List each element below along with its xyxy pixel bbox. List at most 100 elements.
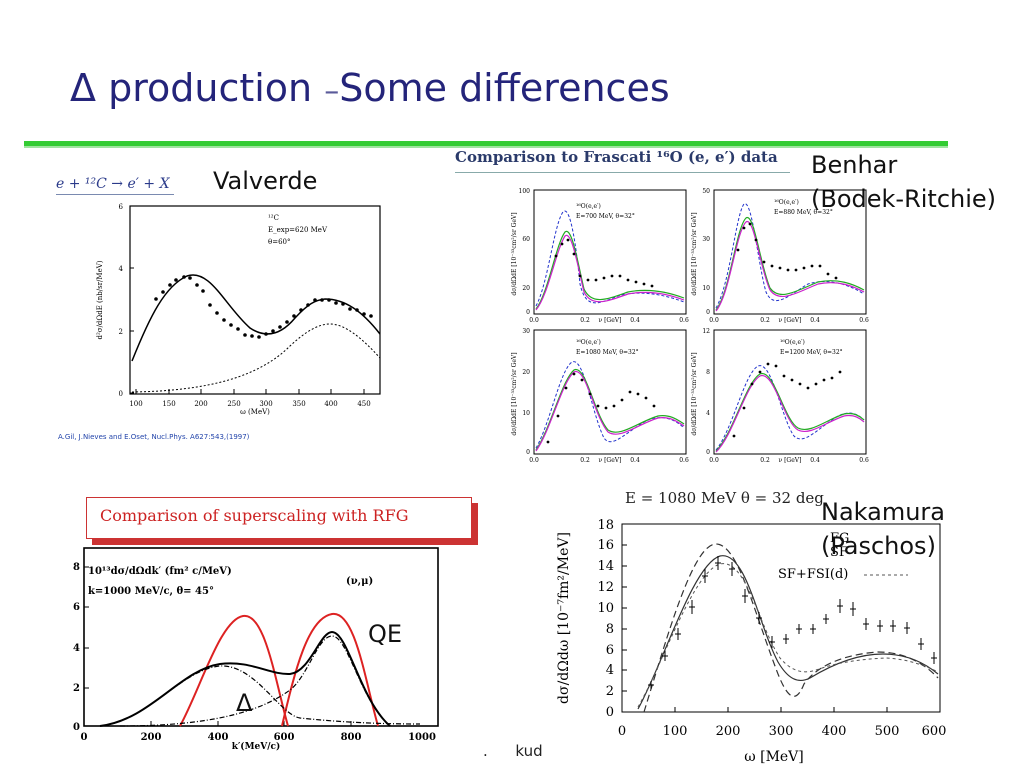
superscaling-ytick: 8 bbox=[73, 562, 80, 573]
valverde-xtick: 300 bbox=[259, 400, 272, 408]
superscaling-rfg-qe-curve bbox=[281, 612, 379, 727]
benhar-ylabel: dσ/dΩdE [10⁻³³cm²/sr GeV] bbox=[691, 352, 698, 435]
svg-text:20: 20 bbox=[522, 285, 530, 292]
svg-text:0.6: 0.6 bbox=[679, 317, 689, 324]
valverde-ytick: 2 bbox=[119, 328, 123, 336]
svg-text:¹⁶O(e,e′): ¹⁶O(e,e′) bbox=[780, 339, 805, 346]
svg-text:0: 0 bbox=[526, 309, 530, 316]
svg-text:8: 8 bbox=[706, 369, 710, 376]
nakamura-ylabel: dσ/dΩdω [10⁻⁷fm²/MeV] bbox=[556, 532, 572, 704]
superscaling-header-box bbox=[86, 497, 472, 539]
nakamura-header: E = 1080 MeV θ = 32 deg bbox=[625, 489, 824, 507]
footnote-text: kud bbox=[515, 742, 543, 760]
label-benhar-1: Benhar bbox=[811, 151, 898, 179]
svg-text:20: 20 bbox=[522, 369, 530, 376]
nakamura-plot: 18 16 14 12 10 8 6 4 2 0 0 100 200 300 4… bbox=[556, 518, 947, 765]
superscaling-xtick: 800 bbox=[341, 732, 362, 743]
svg-text:400: 400 bbox=[822, 724, 847, 739]
valverde-ytick: 6 bbox=[119, 203, 124, 211]
svg-text:0: 0 bbox=[606, 705, 614, 720]
svg-text:E=1080 MeV, θ=32°: E=1080 MeV, θ=32° bbox=[576, 349, 639, 356]
svg-text:14: 14 bbox=[597, 559, 614, 574]
svg-text:0.0: 0.0 bbox=[709, 457, 719, 464]
valverde-info-1: ¹²C bbox=[268, 214, 279, 222]
svg-text:4: 4 bbox=[706, 410, 710, 417]
footnote-dot: . bbox=[483, 742, 488, 760]
svg-text:0: 0 bbox=[526, 449, 530, 456]
svg-text:6: 6 bbox=[606, 643, 614, 658]
svg-text:0: 0 bbox=[706, 309, 710, 316]
valverde-plot: 6 4 2 0 100 150 200 250 300 350 400 450 … bbox=[96, 203, 381, 416]
benhar-ylabel: dσ/dΩdE [10⁻³³cm²/sr GeV] bbox=[511, 212, 518, 295]
superscaling-xtick: 1000 bbox=[408, 732, 436, 743]
valverde-data-points bbox=[154, 275, 373, 339]
nakamura-data-points bbox=[648, 556, 937, 689]
benhar-panel-3: ¹⁶O(e,e′) E=1080 MeV, θ=32° 30 20 10 0 0… bbox=[522, 328, 689, 464]
superscaling-qe-ss-curve bbox=[119, 635, 391, 727]
frascati-underline bbox=[455, 172, 790, 173]
valverde-frame bbox=[129, 205, 381, 395]
title-rule bbox=[24, 141, 948, 146]
nakamura-xlabel: ω [MeV] bbox=[744, 749, 804, 765]
superscaling-ytick: 6 bbox=[73, 602, 80, 613]
svg-text:ν [GeV]: ν [GeV] bbox=[779, 317, 802, 324]
svg-text:0.6: 0.6 bbox=[679, 457, 689, 464]
svg-text:10: 10 bbox=[702, 285, 710, 292]
superscaling-plot: 8 6 4 2 0 0 200 400 600 800 1000 k′(MeV/… bbox=[73, 547, 439, 752]
svg-text:10: 10 bbox=[522, 410, 530, 417]
superscaling-info-1: 10¹³dσ/dΩdk′ (fm² c/MeV) bbox=[88, 566, 232, 577]
superscaling-rfg-delta-curve bbox=[179, 614, 289, 727]
svg-text:2: 2 bbox=[606, 684, 614, 699]
benhar-panel-label: ¹⁶O(e,e′) bbox=[576, 203, 601, 210]
svg-text:12: 12 bbox=[702, 328, 710, 335]
superscaling-xtick: 0 bbox=[81, 732, 88, 743]
valverde-xtick: 150 bbox=[162, 400, 175, 408]
svg-text:0.0: 0.0 bbox=[709, 317, 719, 324]
title-dash: – bbox=[324, 74, 340, 109]
svg-text:60: 60 bbox=[522, 236, 530, 243]
svg-text:600: 600 bbox=[922, 724, 947, 739]
svg-text:0.4: 0.4 bbox=[630, 457, 640, 464]
valverde-xlabel: ω (MeV) bbox=[240, 408, 270, 416]
superscaling-xtick: 200 bbox=[141, 732, 162, 743]
slide-title: Δ production –Some differences bbox=[70, 66, 670, 110]
benhar-panel-4: ¹⁶O(e,e′) E=1200 MeV, θ=32° 12 8 4 0 0.0… bbox=[702, 328, 869, 464]
valverde-xtick: 200 bbox=[194, 400, 207, 408]
benhar-ylabel: dσ/dΩdE [10⁻³³cm²/sr GeV] bbox=[691, 212, 698, 295]
svg-text:0.2: 0.2 bbox=[580, 457, 590, 464]
nakamura-legend-1: FG bbox=[830, 531, 849, 546]
svg-text:100: 100 bbox=[519, 188, 531, 195]
valverde-reference: A.Gil, J.Nieves and E.Oset, Nucl.Phys. A… bbox=[58, 433, 250, 441]
superscaling-info-2: (ν,μ) bbox=[346, 576, 373, 587]
svg-text:200: 200 bbox=[716, 724, 741, 739]
svg-text:0.6: 0.6 bbox=[859, 457, 869, 464]
benhar-panel-1: ¹⁶O(e,e′) E=700 MeV, θ=32° 100 60 20 0 0… bbox=[519, 188, 689, 324]
valverde-ytick: 0 bbox=[119, 390, 123, 398]
svg-text:12: 12 bbox=[597, 580, 614, 595]
nakamura-sf-curve bbox=[637, 555, 939, 710]
footnote: . kud bbox=[483, 742, 543, 760]
superscaling-ytick: 4 bbox=[73, 643, 80, 654]
svg-text:18: 18 bbox=[597, 518, 614, 533]
svg-text:0.0: 0.0 bbox=[529, 457, 539, 464]
benhar-panel-2: ¹⁶O(e,e′) E=880 MeV, θ=32° 50 30 10 0 0.… bbox=[702, 188, 869, 324]
title-main: production bbox=[96, 66, 325, 110]
valverde-xtick: 450 bbox=[357, 400, 370, 408]
svg-text:0.2: 0.2 bbox=[760, 457, 770, 464]
svg-text:0: 0 bbox=[706, 449, 710, 456]
nakamura-legend-2: SF bbox=[830, 545, 848, 560]
svg-text:0.2: 0.2 bbox=[580, 317, 590, 324]
valverde-ylabel: d²σ/dΩdE (nb/sr/MeV) bbox=[96, 260, 104, 339]
valverde-equation: e + ¹²C → e′ + X bbox=[56, 176, 170, 192]
superscaling-ytick: 0 bbox=[73, 722, 80, 733]
benhar-plots: ¹⁶O(e,e′) E=700 MeV, θ=32° 100 60 20 0 0… bbox=[511, 188, 869, 464]
valverde-xtick: 100 bbox=[129, 400, 142, 408]
svg-text:¹⁶O(e,e′): ¹⁶O(e,e′) bbox=[774, 199, 799, 206]
benhar-panel-kin: E=700 MeV, θ=32° bbox=[576, 213, 635, 220]
svg-text:¹⁶O(e,e′): ¹⁶O(e,e′) bbox=[576, 339, 601, 346]
nakamura-fg-curve bbox=[643, 543, 939, 713]
nakamura-sffsi-curve bbox=[637, 563, 939, 708]
superscaling-xtick: 600 bbox=[274, 732, 295, 743]
svg-text:E=1200 MeV, θ=32°: E=1200 MeV, θ=32° bbox=[780, 349, 843, 356]
svg-text:0: 0 bbox=[618, 724, 626, 739]
